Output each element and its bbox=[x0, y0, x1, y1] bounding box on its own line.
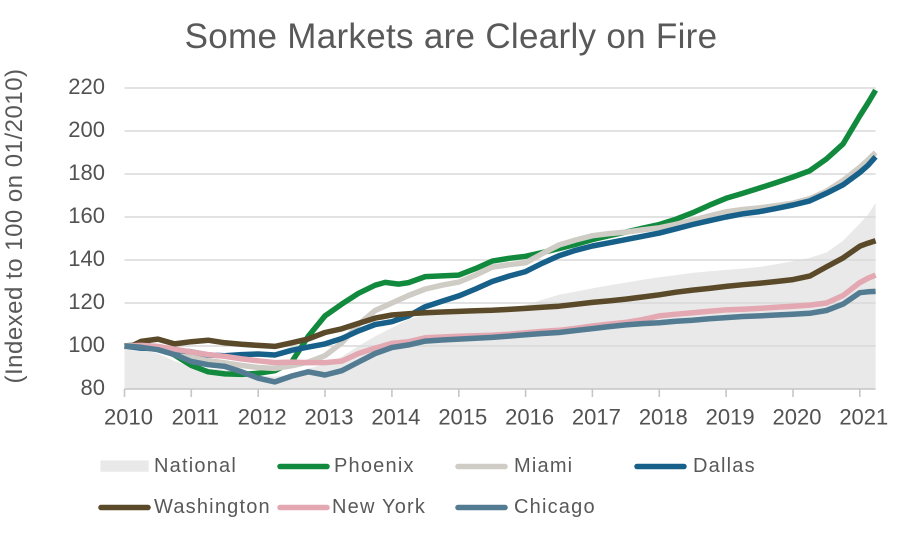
svg-text:Some Markets are Clearly on Fi: Some Markets are Clearly on Fire bbox=[185, 17, 718, 56]
svg-text:2014: 2014 bbox=[371, 405, 420, 430]
svg-text:2011: 2011 bbox=[172, 405, 219, 430]
svg-text:2019: 2019 bbox=[706, 405, 755, 430]
svg-text:80: 80 bbox=[81, 375, 105, 400]
svg-text:220: 220 bbox=[68, 74, 105, 99]
svg-text:2012: 2012 bbox=[238, 405, 287, 430]
svg-text:New York: New York bbox=[332, 496, 426, 518]
svg-text:140: 140 bbox=[68, 246, 105, 271]
svg-text:100: 100 bbox=[68, 332, 105, 357]
svg-text:2013: 2013 bbox=[305, 405, 354, 430]
svg-text:Dallas: Dallas bbox=[693, 455, 756, 477]
svg-text:2016: 2016 bbox=[505, 405, 554, 430]
svg-text:2017: 2017 bbox=[572, 405, 621, 430]
svg-text:2021: 2021 bbox=[839, 405, 888, 430]
svg-text:Washington: Washington bbox=[154, 496, 271, 518]
svg-text:Miami: Miami bbox=[514, 455, 573, 477]
svg-text:160: 160 bbox=[68, 203, 105, 228]
svg-text:National: National bbox=[154, 455, 237, 477]
svg-text:2010: 2010 bbox=[104, 405, 153, 430]
svg-text:Phoenix: Phoenix bbox=[334, 455, 415, 477]
svg-text:2018: 2018 bbox=[639, 405, 688, 430]
svg-text:120: 120 bbox=[68, 289, 105, 314]
svg-text:200: 200 bbox=[68, 117, 105, 142]
svg-text:180: 180 bbox=[68, 160, 105, 185]
svg-text:(Indexed to 100 on 01/2010): (Indexed to 100 on 01/2010) bbox=[1, 68, 28, 383]
svg-text:Chicago: Chicago bbox=[514, 496, 596, 518]
svg-text:2015: 2015 bbox=[438, 405, 487, 430]
svg-text:2020: 2020 bbox=[773, 405, 822, 430]
